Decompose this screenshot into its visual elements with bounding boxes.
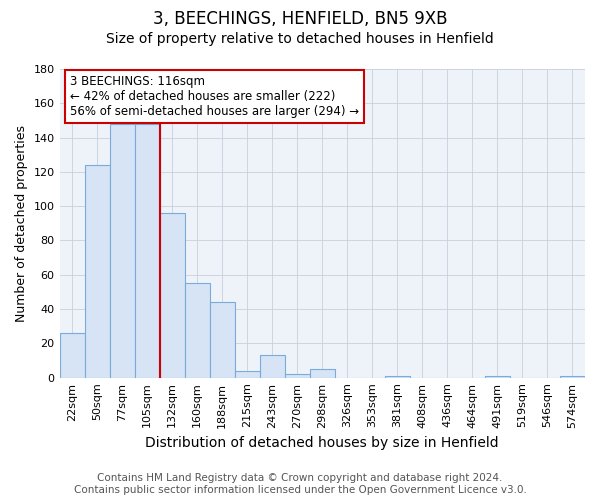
Bar	[485, 376, 510, 378]
Y-axis label: Number of detached properties: Number of detached properties	[15, 125, 28, 322]
Bar	[85, 165, 110, 378]
Bar	[59, 333, 85, 378]
Bar	[160, 213, 185, 378]
Bar	[285, 374, 310, 378]
Bar	[110, 124, 134, 378]
Bar	[235, 371, 260, 378]
Text: Size of property relative to detached houses in Henfield: Size of property relative to detached ho…	[106, 32, 494, 46]
X-axis label: Distribution of detached houses by size in Henfield: Distribution of detached houses by size …	[145, 436, 499, 450]
Bar	[260, 356, 285, 378]
Bar	[134, 124, 160, 378]
Bar	[209, 302, 235, 378]
Text: Contains HM Land Registry data © Crown copyright and database right 2024.
Contai: Contains HM Land Registry data © Crown c…	[74, 474, 526, 495]
Bar	[310, 369, 335, 378]
Bar	[185, 284, 209, 378]
Text: 3, BEECHINGS, HENFIELD, BN5 9XB: 3, BEECHINGS, HENFIELD, BN5 9XB	[153, 10, 447, 28]
Bar	[385, 376, 410, 378]
Bar	[560, 376, 585, 378]
Text: 3 BEECHINGS: 116sqm
← 42% of detached houses are smaller (222)
56% of semi-detac: 3 BEECHINGS: 116sqm ← 42% of detached ho…	[70, 75, 359, 118]
